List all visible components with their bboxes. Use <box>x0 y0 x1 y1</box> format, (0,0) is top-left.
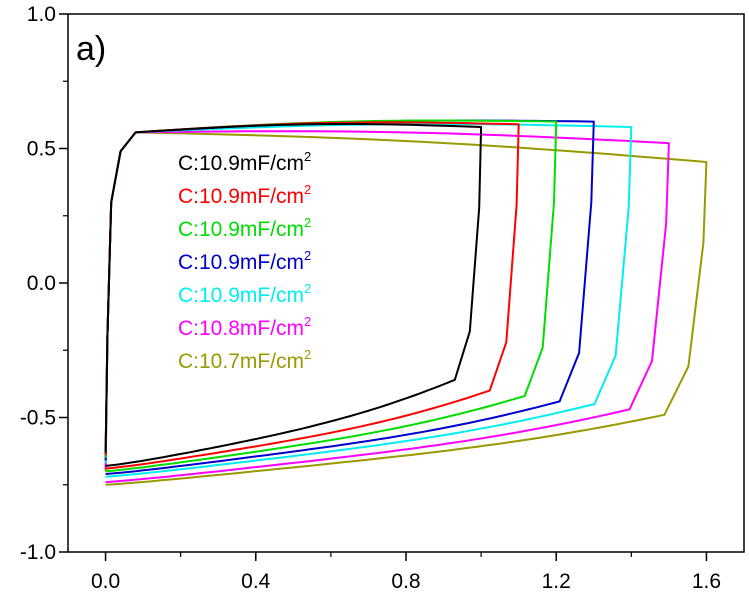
legend-superscript: 2 <box>304 215 311 230</box>
legend-entry: C:10.7mF/cm2 <box>178 347 311 373</box>
x-tick-label: 1.6 <box>692 570 721 593</box>
y-tick-label: 1.0 <box>27 3 56 26</box>
legend-label: C:10.9mF/cm <box>178 218 304 241</box>
legend: C:10.9mF/cm2C:10.9mF/cm2C:10.9mF/cm2C:10… <box>178 149 311 373</box>
legend-entry: C:10.9mF/cm2 <box>178 248 311 274</box>
y-tick-label: -0.5 <box>20 407 56 430</box>
legend-superscript: 2 <box>304 314 311 329</box>
series-line-6 <box>104 130 670 484</box>
legend-label: C:10.9mF/cm <box>178 185 304 208</box>
y-tick-label: -1.0 <box>20 541 56 564</box>
legend-superscript: 2 <box>304 248 311 263</box>
legend-superscript: 2 <box>304 347 311 362</box>
x-tick-label: 0.4 <box>241 570 271 593</box>
series-line-1 <box>104 123 483 467</box>
x-tick-label: 0.0 <box>91 570 120 593</box>
legend-superscript: 2 <box>304 149 311 164</box>
legend-label: C:10.9mF/cm <box>178 251 304 274</box>
legend-entry: C:10.9mF/cm2 <box>178 182 311 208</box>
curves-layer <box>104 119 708 486</box>
y-tick-label: 0.0 <box>27 272 56 295</box>
legend-superscript: 2 <box>304 281 311 296</box>
legend-label: C:10.8mF/cm <box>178 317 304 340</box>
legend-superscript: 2 <box>304 182 311 197</box>
panel-label: a) <box>76 30 106 68</box>
x-tick-label: 1.2 <box>542 570 571 593</box>
series-line-2 <box>104 121 520 470</box>
legend-entry: C:10.9mF/cm2 <box>178 149 311 175</box>
ticks-layer: -1.0 -0.5 0.0 0.5 1.0 0.0 0.4 0.8 1.2 1.6 <box>20 3 721 593</box>
legend-label: C:10.9mF/cm <box>178 284 304 307</box>
legend-entry: C:10.9mF/cm2 <box>178 281 311 307</box>
y-tick-label: 0.5 <box>27 138 56 161</box>
series-line-7 <box>104 131 708 486</box>
legend-entry: C:10.9mF/cm2 <box>178 215 311 241</box>
x-tick-label: 0.8 <box>391 570 420 593</box>
legend-entry: C:10.8mF/cm2 <box>178 314 311 340</box>
legend-label: C:10.9mF/cm <box>178 152 304 175</box>
legend-label: C:10.7mF/cm <box>178 350 304 373</box>
